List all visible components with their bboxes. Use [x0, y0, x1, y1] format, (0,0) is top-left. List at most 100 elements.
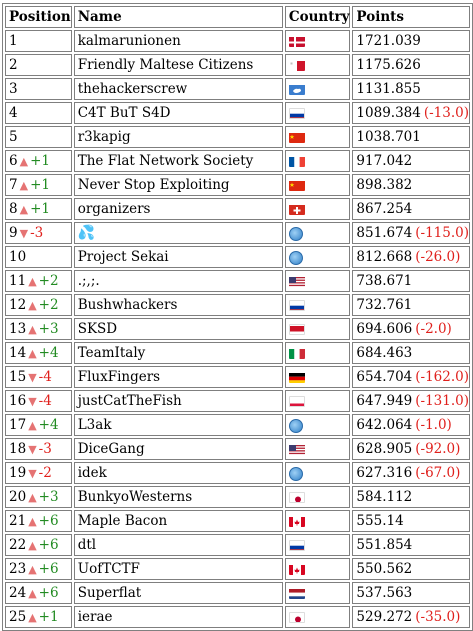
- flag-nl-icon: [288, 588, 305, 599]
- team-name-link[interactable]: r3kapig: [77, 129, 131, 145]
- team-name-link[interactable]: TeamItaly: [77, 345, 146, 361]
- position-cell: 7 ▲ +1: [5, 174, 72, 196]
- points-cell: 529.272 (-35.0): [352, 606, 470, 628]
- country-cell: [284, 150, 351, 172]
- team-name-link[interactable]: DiceGang: [77, 441, 145, 457]
- position-value: 16: [9, 393, 27, 409]
- table-row: 24 ▲ +6 Superflat 537.563: [5, 582, 470, 604]
- table-row: 19 ▼ -2 idek 627.316 (-67.0): [5, 462, 470, 484]
- position-cell: 16 ▼ -4: [5, 390, 72, 412]
- team-name-link[interactable]: dtl: [77, 537, 97, 553]
- team-name-link[interactable]: Friendly Maltese Citizens: [77, 57, 254, 73]
- name-cell: Maple Bacon: [73, 510, 283, 532]
- country-cell: [284, 318, 351, 340]
- team-name-link[interactable]: thehackerscrew: [77, 81, 188, 97]
- globe-icon: [288, 418, 303, 433]
- table-row: 10 Project Sekai 812.668 (-26.0): [5, 246, 470, 268]
- flag-ca-icon: [288, 516, 305, 527]
- flag-dk-icon: [288, 36, 305, 47]
- team-name-link[interactable]: SKSD: [77, 321, 118, 337]
- position-value: 11: [9, 273, 27, 289]
- team-name-link[interactable]: 💦: [77, 225, 96, 241]
- table-row: 3 thehackerscrew 1131.855: [5, 78, 470, 100]
- team-name-link[interactable]: The Flat Network Society: [77, 153, 254, 169]
- points-cell: 1089.384 (-13.0): [352, 102, 470, 124]
- points-value: 529.272: [356, 609, 413, 625]
- country-cell: [284, 174, 351, 196]
- position-value: 15: [9, 369, 27, 385]
- team-name-link[interactable]: justCatTheFish: [77, 393, 182, 409]
- points-cell: 584.112: [352, 486, 470, 508]
- name-cell: idek: [73, 462, 283, 484]
- country-cell: [284, 294, 351, 316]
- name-cell: dtl: [73, 534, 283, 556]
- team-name-link[interactable]: Never Stop Exploiting: [77, 177, 230, 193]
- table-row: 15 ▼ -4 FluxFingers 654.704 (-162.0): [5, 366, 470, 388]
- up-triangle-icon: ▲: [28, 347, 37, 360]
- name-cell: kalmarunionen: [73, 30, 283, 52]
- team-name-link[interactable]: idek: [77, 465, 107, 481]
- table-row: 20 ▲ +3 BunkyoWesterns 584.112: [5, 486, 470, 508]
- points-penalty: (-67.0): [415, 465, 461, 481]
- position-cell: 12 ▲ +2: [5, 294, 72, 316]
- table-row: 18 ▼ -3 DiceGang 628.905 (-92.0): [5, 438, 470, 460]
- country-cell: [284, 510, 351, 532]
- country-header[interactable]: Country: [284, 6, 351, 28]
- team-name-link[interactable]: L3ak: [77, 417, 112, 433]
- points-value: 1175.626: [356, 57, 421, 73]
- name-header[interactable]: Name: [73, 6, 283, 28]
- country-cell: [284, 462, 351, 484]
- points-value: 732.761: [356, 297, 413, 313]
- position-cell: 1: [5, 30, 72, 52]
- flag-cn-icon: [288, 180, 305, 191]
- down-triangle-icon: ▼: [28, 395, 37, 408]
- leaderboard-table: Position Name Country Points 1 kalmarunio…: [2, 3, 473, 631]
- team-name-link[interactable]: Maple Bacon: [77, 513, 168, 529]
- name-cell: thehackerscrew: [73, 78, 283, 100]
- team-name-link[interactable]: Bushwhackers: [77, 297, 178, 313]
- country-cell: [284, 102, 351, 124]
- position-value: 23: [9, 561, 27, 577]
- points-cell: 1038.701: [352, 126, 470, 148]
- flag-ch-icon: [288, 204, 305, 215]
- position-value: 19: [9, 465, 27, 481]
- table-row: 22 ▲ +6 dtl 551.854: [5, 534, 470, 556]
- name-cell: organizers: [73, 198, 283, 220]
- points-value: 642.064: [356, 417, 413, 433]
- position-value: 18: [9, 441, 27, 457]
- name-cell: Friendly Maltese Citizens: [73, 54, 283, 76]
- team-name-link[interactable]: BunkyoWesterns: [77, 489, 193, 505]
- name-cell: ierae: [73, 606, 283, 628]
- position-cell: 3: [5, 78, 72, 100]
- team-name-link[interactable]: kalmarunionen: [77, 33, 181, 49]
- position-value: 3: [9, 81, 18, 97]
- points-value: 738.671: [356, 273, 413, 289]
- points-cell: 1131.855: [352, 78, 470, 100]
- rank-change: +2: [38, 297, 59, 313]
- position-header[interactable]: Position: [5, 6, 72, 28]
- position-value: 2: [9, 57, 18, 73]
- points-header[interactable]: Points: [352, 6, 470, 28]
- team-name-link[interactable]: FluxFingers: [77, 369, 161, 385]
- table-row: 25 ▲ +1 ierae 529.272 (-35.0): [5, 606, 470, 628]
- up-triangle-icon: ▲: [28, 419, 37, 432]
- team-name-link[interactable]: organizers: [77, 201, 151, 217]
- rank-change: -3: [30, 225, 44, 241]
- team-name-link[interactable]: Project Sekai: [77, 249, 169, 265]
- position-cell: 5: [5, 126, 72, 148]
- name-cell: 💦: [73, 222, 283, 244]
- points-value: 654.704: [356, 369, 413, 385]
- up-triangle-icon: ▲: [28, 299, 37, 312]
- rank-change: +1: [30, 177, 50, 193]
- team-name-link[interactable]: .;,;.: [77, 273, 100, 289]
- flag-pl-icon: [288, 396, 305, 407]
- team-name-link[interactable]: Superflat: [77, 585, 142, 601]
- team-name-link[interactable]: ierae: [77, 609, 113, 625]
- team-name-link[interactable]: C4T BuT S4D: [77, 105, 171, 121]
- points-cell: 1175.626: [352, 54, 470, 76]
- country-cell: [284, 438, 351, 460]
- country-cell: [284, 606, 351, 628]
- position-cell: 11 ▲ +2: [5, 270, 72, 292]
- points-penalty: (-35.0): [415, 609, 461, 625]
- team-name-link[interactable]: UofTCTF: [77, 561, 140, 577]
